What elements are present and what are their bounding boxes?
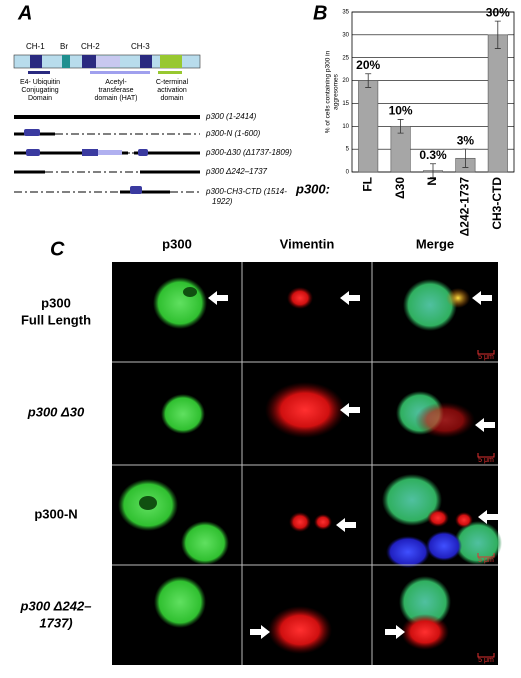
domain-note: activation: [157, 87, 187, 94]
panel-label: A: [17, 2, 32, 24]
y-tick-label: 35: [342, 10, 349, 16]
domain-note: C-terminal: [156, 79, 189, 86]
x-tick-label: Δ242-1737: [458, 177, 472, 237]
scale-bar-label: 5 μm: [478, 657, 494, 664]
domain-note: Acetyl-: [105, 79, 127, 86]
row-label: p300-N: [34, 506, 77, 521]
y-axis-label: % of cells containing p300 in: [325, 50, 332, 133]
y-tick-label: 10: [342, 124, 349, 130]
x-prefix: p300:: [295, 181, 330, 196]
value-label: 10%: [389, 104, 413, 118]
y-tick-label: 5: [346, 147, 350, 153]
scale-bar-label: 5 μm: [478, 457, 494, 464]
value-label: 20%: [356, 58, 380, 72]
row-label: 1737): [39, 615, 72, 630]
value-label: 0.3%: [419, 148, 447, 162]
domain-label: CH-1: [26, 42, 45, 51]
y-axis-label: aggresomes: [333, 73, 340, 110]
domain-note: Domain: [28, 95, 52, 102]
domain-label: Br: [60, 42, 68, 51]
row-label: Full Length: [21, 312, 91, 327]
y-tick-label: 15: [342, 101, 349, 107]
domain-note: E4- Ubiquitin: [20, 79, 60, 86]
column-header: p300: [162, 236, 192, 251]
construct-label: p300 Δ242–1737: [205, 167, 268, 176]
value-label: 30%: [486, 5, 510, 19]
scale-bar: [477, 553, 495, 558]
row-label: p300 Δ242–: [20, 598, 92, 613]
construct-label: 1922): [212, 197, 233, 206]
error-bar: [430, 163, 436, 178]
construct-label: p300-CH3-CTD (1514-: [205, 187, 287, 196]
x-tick-label: FL: [360, 177, 374, 192]
value-label: 3%: [457, 133, 475, 147]
panel-label: C: [50, 238, 65, 260]
micrographs: [112, 262, 502, 665]
bar: [358, 80, 379, 173]
domain-label: CH-3: [131, 42, 150, 51]
error-bar: [494, 20, 501, 49]
error-bar: [397, 119, 404, 134]
domain-note: Conjugating: [21, 87, 58, 94]
construct-label: p300 (1-2414): [205, 112, 257, 121]
column-header: Merge: [416, 236, 454, 251]
domain-label: CH-2: [81, 42, 100, 51]
error-bar: [365, 73, 372, 88]
domain-note: domain (HAT): [94, 95, 137, 102]
scale-bar: [477, 653, 495, 658]
y-tick-label: 25: [342, 55, 349, 61]
construct-label: p300-Δ30 (Δ1737-1809): [205, 148, 292, 157]
column-header: Vimentin: [280, 236, 335, 251]
scale-bar: [477, 453, 495, 458]
x-tick-label: Δ30: [393, 177, 407, 199]
y-tick-label: 20: [342, 78, 349, 84]
x-tick-label: CH3-CTD: [490, 177, 504, 230]
error-bar: [462, 148, 469, 168]
row-label: p300: [41, 295, 71, 310]
domain-map: [13, 54, 201, 74]
y-tick-label: 30: [342, 32, 349, 38]
scale-bar-label: 5 μm: [478, 557, 494, 564]
plot-area: [351, 11, 515, 173]
y-tick-label: 0: [346, 170, 350, 176]
scale-bar: [477, 350, 495, 355]
domain-note: domain: [161, 95, 184, 102]
construct-diagrams: [14, 115, 200, 194]
row-label: p300 Δ30: [27, 404, 85, 419]
x-tick-label: N: [425, 177, 439, 186]
domain-note: transferase: [98, 87, 133, 94]
bar-chart: 0 5 10 15 20 25 30 35 % of cells containing p300…: [295, 5, 515, 237]
bar: [487, 34, 508, 173]
construct-label: p300-N (1-600): [205, 129, 261, 138]
scale-bar-label: 5 μm: [478, 354, 494, 361]
panel-label: B: [313, 2, 327, 24]
